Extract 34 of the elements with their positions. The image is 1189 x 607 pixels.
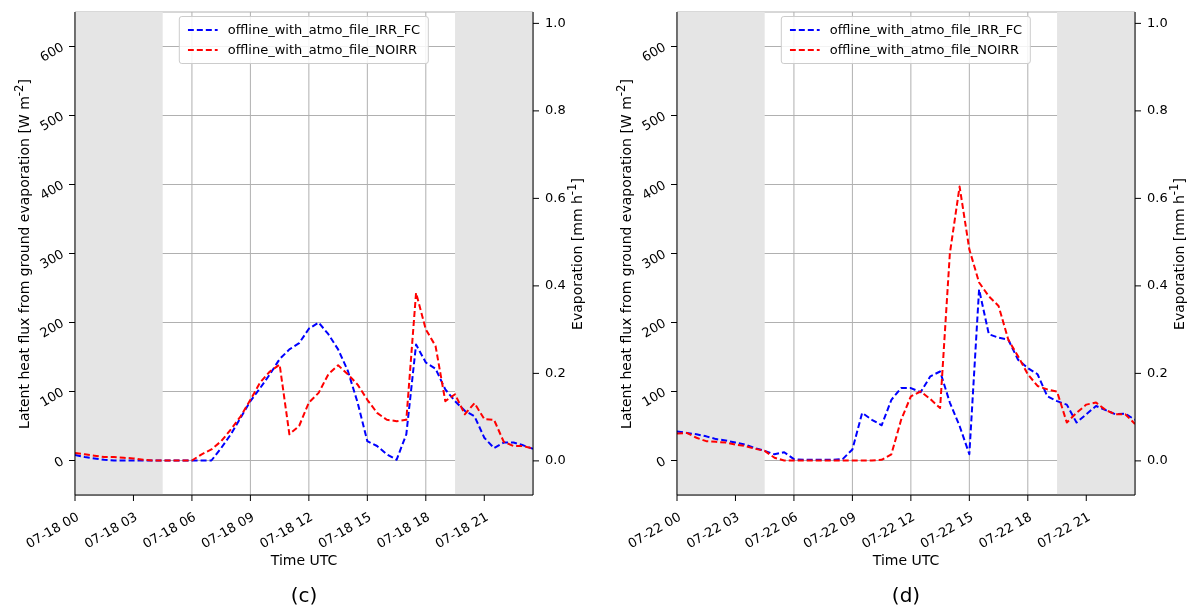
legend-label: offline_with_atmo_file_IRR_FC	[227, 21, 421, 39]
y2-tick-label: 1.0	[545, 14, 566, 30]
y2-tick-label: 0.6	[1147, 189, 1168, 205]
y2-tick-label: 0.4	[1147, 277, 1168, 293]
y2-tick-label: 1.0	[1147, 14, 1168, 30]
y-tick-label: 100	[37, 384, 67, 410]
y-tick-label: 200	[639, 315, 669, 341]
y-tick-label: 0	[51, 453, 67, 471]
y-tick-label: 200	[37, 315, 67, 341]
y-tick-label: 600	[37, 39, 67, 65]
y-tick-label: 500	[639, 108, 669, 134]
y2-tick-label: 0.0	[545, 452, 566, 468]
y2-tick-label: 0.2	[545, 364, 566, 380]
y2-tick-label: 0.6	[545, 189, 566, 205]
y-tick-label: 600	[639, 39, 669, 65]
text: (c)	[290, 583, 318, 607]
x-axis-title: Time UTC	[270, 552, 338, 568]
x-axis-title: Time UTC	[872, 552, 940, 568]
y2-tick-label: 0.8	[1147, 102, 1168, 118]
y2-tick-label: 0.4	[545, 277, 566, 293]
y-tick-label: 400	[37, 177, 67, 203]
y2-tick-label: 0.8	[545, 102, 566, 118]
y2-tick-label: 0.0	[1147, 452, 1168, 468]
y-tick-label: 400	[639, 177, 669, 203]
legend-label: offline_with_atmo_file_NOIRR	[829, 41, 1020, 59]
text: (d)	[891, 583, 921, 607]
legend-label: offline_with_atmo_file_IRR_FC	[829, 21, 1023, 39]
legend-label: offline_with_atmo_file_NOIRR	[227, 41, 418, 59]
y-tick-label: 300	[37, 246, 67, 272]
y-tick-label: 500	[37, 108, 67, 134]
y-tick-label: 300	[639, 246, 669, 272]
y2-tick-label: 0.2	[1147, 364, 1168, 380]
y-tick-label: 0	[653, 453, 669, 471]
y-tick-label: 100	[639, 384, 669, 410]
